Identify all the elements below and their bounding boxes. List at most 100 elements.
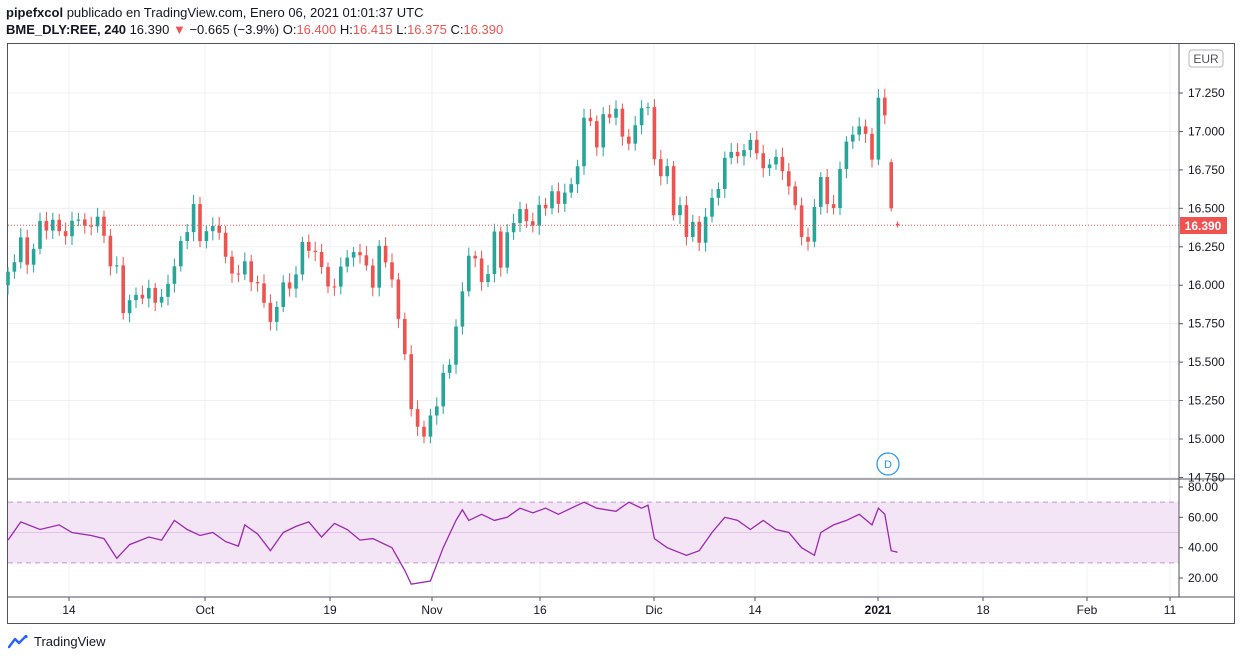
candle-body	[652, 107, 657, 160]
candle-body	[518, 209, 522, 223]
candle-body	[223, 232, 228, 257]
candle-body	[51, 219, 55, 231]
candle-body	[294, 274, 298, 289]
candle-body	[883, 97, 887, 116]
candle-body	[889, 162, 893, 209]
candle-body	[332, 286, 337, 288]
candle-body	[895, 223, 900, 226]
candle-body	[569, 184, 573, 193]
candle-body	[255, 282, 260, 284]
candle-body	[441, 372, 445, 407]
footer-brand[interactable]: TradingView	[8, 634, 106, 649]
candle-body	[403, 318, 407, 355]
candle-body	[262, 283, 266, 303]
candle-body	[863, 126, 868, 134]
candle-body	[799, 205, 804, 238]
candle-body	[268, 302, 273, 322]
candle-body	[422, 426, 426, 437]
candle-body	[492, 231, 497, 275]
price-tick-label: 16.750	[1188, 163, 1225, 177]
candles	[6, 88, 900, 444]
author-name: pipefxcol	[6, 5, 64, 20]
candle-body	[428, 415, 433, 437]
candle-body	[409, 354, 413, 410]
candle-body	[153, 287, 157, 303]
candle-body	[454, 326, 458, 365]
candle-body	[313, 250, 317, 252]
candle-body	[25, 237, 29, 265]
time-axis[interactable]: 14 Oct 19 Nov 16 Dic 14 2021 18 Feb 11	[62, 597, 1177, 617]
candle-body	[300, 241, 305, 275]
candle-body	[19, 237, 23, 263]
time-tick-label: Feb	[1077, 603, 1098, 617]
candle-body	[588, 117, 593, 122]
price-tick-label: 16.250	[1188, 240, 1225, 254]
candle-body	[396, 279, 401, 319]
candle-body	[812, 206, 817, 242]
candle-body	[665, 166, 669, 177]
candle-body	[249, 261, 253, 283]
candle-body	[723, 157, 727, 189]
last-price-tag: 16.390	[1180, 217, 1227, 234]
price-tick-label: 15.000	[1188, 432, 1225, 446]
candle-body	[716, 188, 721, 198]
candle-body	[684, 205, 689, 237]
candle-body	[531, 221, 535, 226]
currency-badge[interactable]: EUR	[1188, 49, 1224, 68]
candle-body	[819, 177, 823, 207]
close-value: 16.390	[463, 22, 504, 37]
candle-body	[595, 121, 599, 148]
candle-body	[83, 219, 87, 226]
candle-body	[44, 220, 49, 231]
candle-body	[639, 108, 644, 126]
price-tick-label: 17.000	[1188, 124, 1225, 138]
price-tick-label: 15.250	[1188, 394, 1225, 408]
candle-body	[761, 153, 765, 169]
time-tick-label: 14	[62, 603, 76, 617]
candle-body	[147, 287, 151, 299]
candle-body	[134, 294, 138, 301]
time-tick-label: 14	[748, 603, 762, 617]
candle-body	[377, 245, 381, 288]
time-tick-label: Nov	[421, 603, 442, 617]
candle-body	[172, 266, 177, 284]
candle-body	[691, 221, 695, 237]
candle-body	[243, 261, 247, 275]
candle-body	[70, 220, 74, 237]
candle-body	[230, 256, 234, 274]
candle-body	[710, 197, 714, 217]
candle-body	[646, 107, 650, 109]
candle-body	[211, 225, 215, 232]
symbol-legend: BME_DLY:REE, 240 16.390 ▼ −0.665 (−3.9%)…	[6, 22, 503, 37]
candle-body	[556, 191, 561, 204]
candle-body	[38, 220, 42, 249]
candle-body	[287, 282, 292, 289]
publish-info: pipefxcol publicado en TradingView.com, …	[6, 5, 423, 20]
candle-body	[76, 219, 81, 221]
price-axis[interactable]: 17.250 17.000 16.750 16.500 16.250 16.000 15.7…	[1179, 86, 1225, 484]
candle-body	[217, 225, 221, 233]
candle-body	[524, 209, 529, 222]
time-tick-label: 18	[976, 603, 990, 617]
rsi-axis[interactable]: 80.00 60.00 40.00 20.00	[1179, 480, 1218, 585]
candle-body	[876, 97, 881, 160]
candle-body	[742, 150, 746, 157]
candle-body	[697, 221, 701, 243]
time-tick-label: Dic	[645, 603, 662, 617]
dividend-marker[interactable]: D	[876, 452, 900, 476]
candle-body	[678, 205, 682, 216]
candle-body	[115, 265, 119, 267]
close-label: C:	[450, 22, 464, 37]
rsi-tick-label: 20.00	[1188, 571, 1218, 585]
open-label: O:	[282, 22, 297, 37]
candle-body	[806, 237, 810, 242]
candle-body	[748, 139, 753, 151]
time-tick-label: 2021	[865, 603, 892, 617]
change-value: −0.665 (−3.9%)	[189, 22, 280, 37]
candle-body	[102, 216, 106, 236]
price-tick-label: 14.750	[1188, 470, 1225, 484]
time-tick-label: Oct	[196, 603, 215, 617]
candle-body	[614, 108, 618, 118]
time-tick-label: 19	[323, 603, 337, 617]
